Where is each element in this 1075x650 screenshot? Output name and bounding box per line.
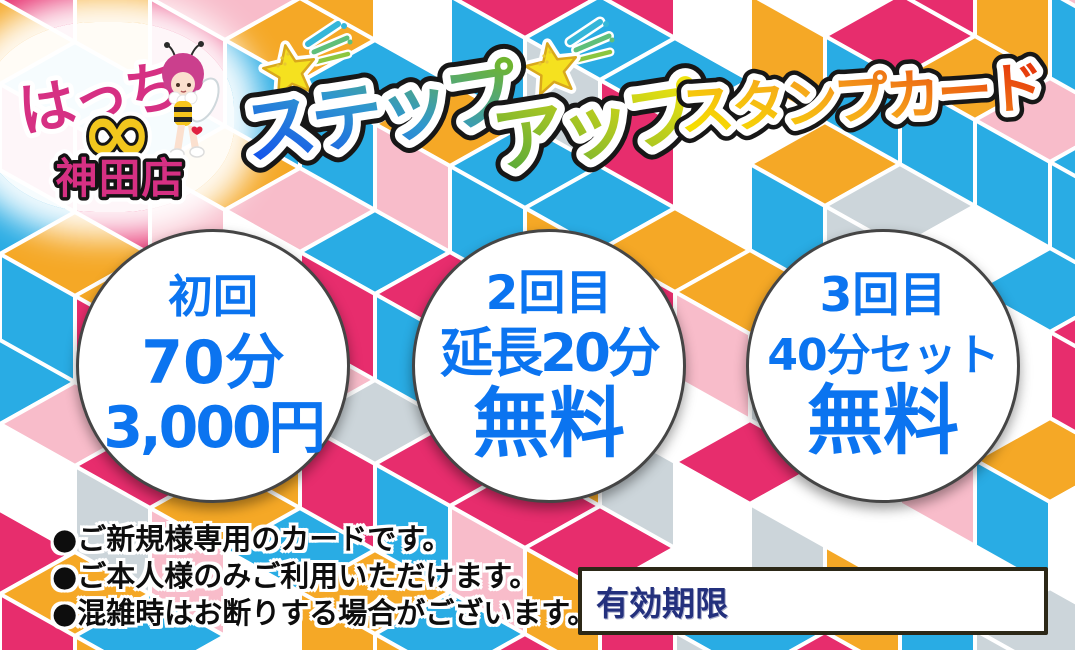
stamp-circle-second-visit: 2回目 延長20分 無料 (412, 229, 686, 503)
svg-text:神田店: 神田店 (55, 154, 184, 203)
bee-girl-mascot-icon (162, 41, 220, 160)
offer-price: 3,000円 (103, 395, 325, 462)
visit-label: 2回目 (485, 265, 613, 321)
store-logo: はっち ∞ ∞ (0, 0, 260, 230)
note-busy-refusal: ●混雑時はお断りする場合がございます。 (52, 596, 597, 630)
branch-name-text: 神田店 神田店 (48, 147, 191, 211)
expiry-label: 有効期限 (596, 584, 728, 623)
offer-detail: 40分セット (767, 329, 999, 381)
visit-label: 初回 (167, 269, 258, 323)
svg-text:スタンプカード: スタンプカード (677, 54, 1043, 143)
store-name-text: はっち (8, 47, 189, 150)
star-icon (258, 18, 353, 102)
usage-notes: ●ご新規様専用のカードです。 ●ご本人様のみご利用いただけます。 ●混雑時はお断… (52, 521, 596, 632)
star-icon (520, 16, 615, 100)
stamp-circle-first-visit: 初回 70分 3,000円 (76, 229, 350, 503)
expiry-date-box: 有効期限 (578, 567, 1048, 635)
svg-text:∞: ∞ (81, 83, 153, 183)
note-new-customers-only: ●ご新規様専用のカードです。 (52, 522, 452, 556)
title-word-stampcard: スタンプカード スタンプカード (666, 43, 1054, 154)
infinity-symbol: ∞ ∞ (74, 76, 160, 190)
title-word-up: アップ アップ (474, 56, 719, 198)
offer-price: 無料 (807, 375, 959, 465)
note-cardholder-only: ●ご本人様のみご利用いただけます。 (52, 559, 539, 593)
offer-detail: 延長20分 (440, 322, 661, 384)
offer-price: 無料 (473, 378, 625, 468)
offer-detail: 70分 (141, 328, 285, 399)
svg-text:神田店: 神田店 (55, 154, 184, 203)
visit-label: 3回目 (819, 268, 947, 324)
stamp-circle-third-visit: 3回目 40分セット 無料 (746, 229, 1020, 503)
title-word-step: ステップ ステップ (225, 37, 537, 189)
svg-text:∞: ∞ (81, 83, 153, 183)
